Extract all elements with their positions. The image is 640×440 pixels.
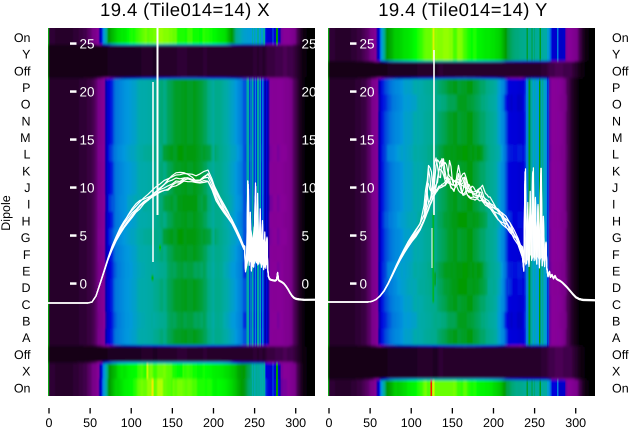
svg-text:20: 20 bbox=[302, 84, 317, 99]
svg-text:19.4 (Tile014=14) X: 19.4 (Tile014=14) X bbox=[100, 0, 270, 20]
svg-text:100: 100 bbox=[401, 416, 422, 430]
svg-text:B: B bbox=[22, 315, 30, 329]
svg-text:P: P bbox=[22, 81, 30, 95]
svg-text:O: O bbox=[21, 98, 31, 112]
svg-text:Y: Y bbox=[22, 48, 31, 62]
svg-text:J: J bbox=[24, 181, 30, 195]
svg-text:250: 250 bbox=[524, 416, 545, 430]
svg-text:C: C bbox=[612, 298, 621, 312]
svg-text:F: F bbox=[612, 248, 620, 262]
svg-text:L: L bbox=[24, 148, 31, 162]
svg-text:5: 5 bbox=[302, 228, 310, 243]
svg-text:50: 50 bbox=[363, 416, 377, 430]
svg-text:On: On bbox=[14, 31, 31, 45]
svg-text:25: 25 bbox=[360, 36, 375, 51]
svg-text:200: 200 bbox=[203, 416, 224, 430]
svg-text:M: M bbox=[20, 131, 30, 145]
svg-text:O: O bbox=[612, 98, 622, 112]
svg-text:E: E bbox=[612, 265, 620, 279]
svg-text:20: 20 bbox=[360, 84, 375, 99]
svg-text:K: K bbox=[22, 164, 31, 178]
svg-text:19.4 (Tile014=14) Y: 19.4 (Tile014=14) Y bbox=[378, 0, 548, 20]
svg-text:150: 150 bbox=[162, 416, 183, 430]
svg-text:15: 15 bbox=[302, 132, 317, 147]
svg-text:10: 10 bbox=[360, 180, 375, 195]
svg-text:H: H bbox=[21, 214, 30, 228]
svg-text:N: N bbox=[612, 114, 621, 128]
svg-text:Off: Off bbox=[612, 348, 629, 362]
svg-text:K: K bbox=[612, 164, 621, 178]
svg-text:0: 0 bbox=[302, 276, 310, 291]
svg-text:250: 250 bbox=[244, 416, 265, 430]
svg-text:0: 0 bbox=[46, 416, 53, 430]
svg-text:15: 15 bbox=[360, 132, 375, 147]
svg-text:200: 200 bbox=[483, 416, 504, 430]
svg-text:Off: Off bbox=[14, 64, 31, 78]
svg-text:D: D bbox=[612, 281, 621, 295]
svg-text:300: 300 bbox=[565, 416, 586, 430]
svg-text:P: P bbox=[612, 81, 620, 95]
svg-text:A: A bbox=[22, 331, 31, 345]
svg-text:150: 150 bbox=[442, 416, 463, 430]
svg-text:X: X bbox=[612, 365, 621, 379]
svg-text:H: H bbox=[612, 214, 621, 228]
svg-text:A: A bbox=[612, 331, 621, 345]
svg-text:D: D bbox=[21, 281, 30, 295]
svg-text:G: G bbox=[21, 231, 31, 245]
svg-text:On: On bbox=[14, 381, 31, 395]
svg-text:Y: Y bbox=[612, 48, 621, 62]
svg-text:300: 300 bbox=[285, 416, 306, 430]
svg-text:0: 0 bbox=[80, 276, 88, 291]
svg-text:G: G bbox=[612, 231, 622, 245]
svg-text:10: 10 bbox=[302, 180, 317, 195]
svg-text:N: N bbox=[21, 114, 30, 128]
svg-text:I: I bbox=[27, 198, 30, 212]
svg-text:B: B bbox=[612, 315, 620, 329]
svg-text:F: F bbox=[23, 248, 31, 262]
svg-text:100: 100 bbox=[121, 416, 142, 430]
svg-text:Dipole: Dipole bbox=[0, 195, 13, 230]
svg-text:C: C bbox=[21, 298, 30, 312]
svg-text:On: On bbox=[612, 31, 629, 45]
svg-text:E: E bbox=[22, 265, 30, 279]
svg-text:50: 50 bbox=[83, 416, 97, 430]
svg-text:25: 25 bbox=[302, 36, 317, 51]
svg-text:M: M bbox=[612, 131, 622, 145]
svg-text:0: 0 bbox=[360, 276, 368, 291]
svg-text:L: L bbox=[612, 148, 619, 162]
svg-text:25: 25 bbox=[80, 36, 95, 51]
svg-text:J: J bbox=[612, 181, 618, 195]
svg-text:Off: Off bbox=[612, 64, 629, 78]
svg-text:5: 5 bbox=[360, 228, 368, 243]
svg-text:10: 10 bbox=[80, 180, 95, 195]
svg-text:0: 0 bbox=[326, 416, 333, 430]
svg-text:Off: Off bbox=[14, 348, 31, 362]
svg-text:20: 20 bbox=[80, 84, 95, 99]
svg-text:I: I bbox=[612, 198, 615, 212]
svg-text:15: 15 bbox=[80, 132, 95, 147]
svg-text:X: X bbox=[22, 365, 31, 379]
svg-text:5: 5 bbox=[80, 228, 88, 243]
svg-text:On: On bbox=[612, 381, 629, 395]
